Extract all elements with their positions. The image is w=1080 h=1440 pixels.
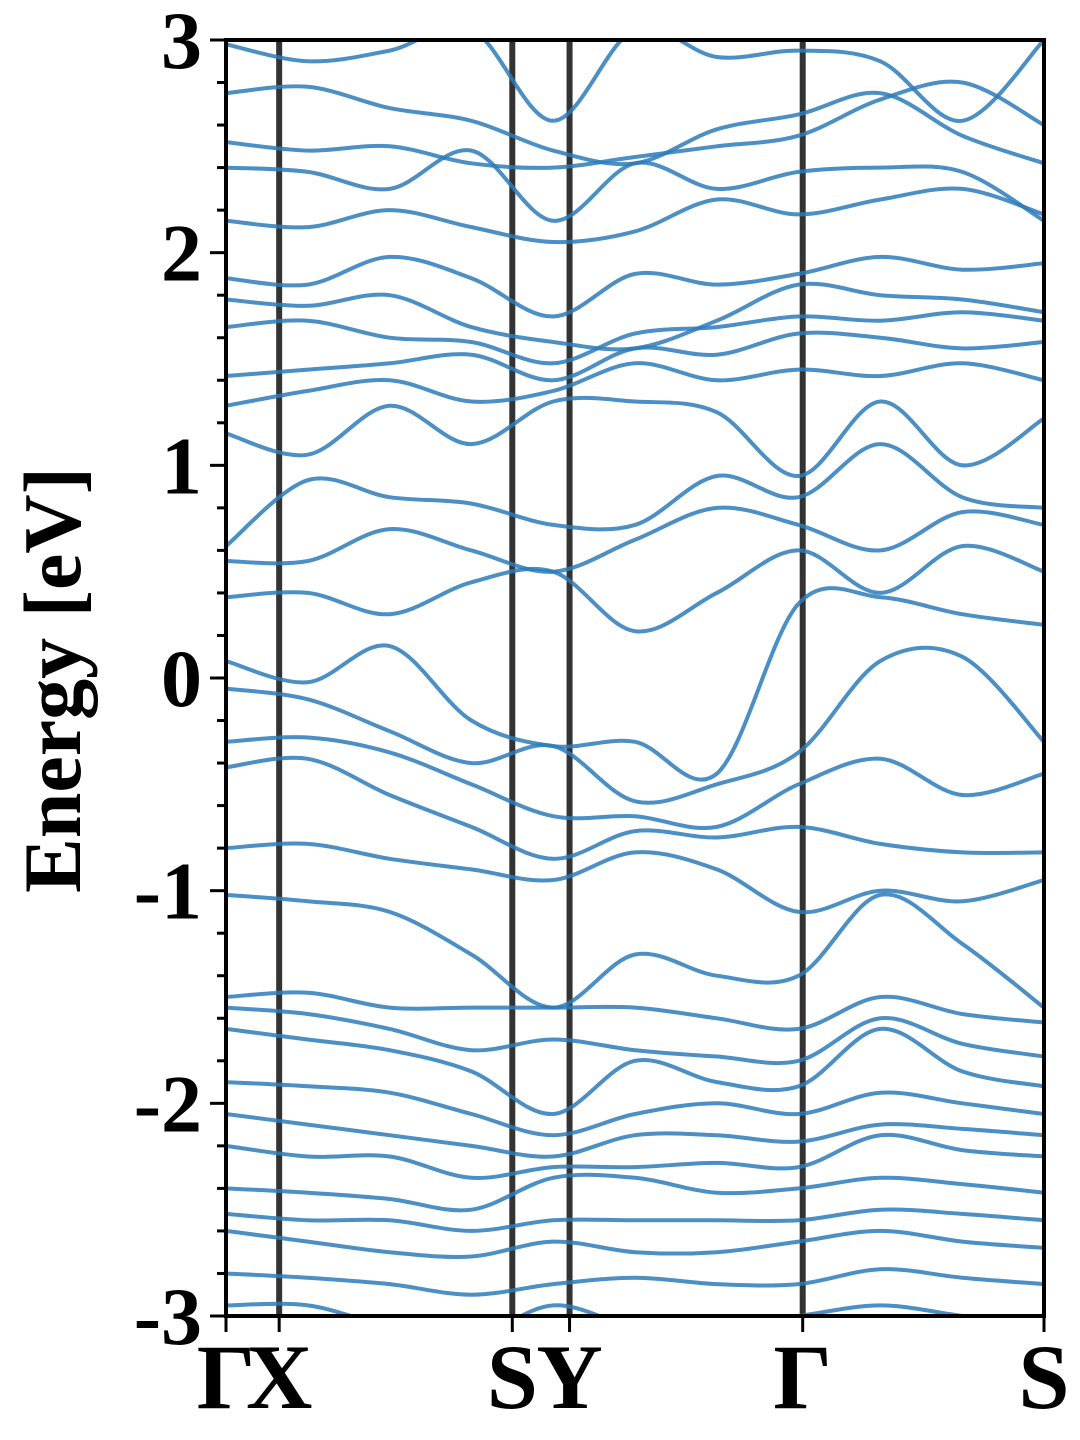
band-line-23: [226, 1080, 1044, 1138]
x-tick-label-4: Γ: [773, 1326, 832, 1428]
band-line-12: [226, 505, 1044, 574]
x-axis-ticks: ΓX SY Γ S: [197, 1316, 1070, 1428]
band-line-27: [226, 1207, 1044, 1233]
band-line-0: [226, 40, 1044, 123]
band-line-9: [226, 361, 1044, 408]
x-tick-label-0: Γ: [197, 1326, 256, 1428]
band-lines: [226, 40, 1044, 1316]
band-line-19: [226, 892, 1044, 1010]
y-axis-ticks: 3 2 1 0 -1 -2 -3: [134, 0, 226, 1362]
band-line-22: [226, 1026, 1044, 1117]
x-tick-label-1: X: [246, 1326, 312, 1428]
x-tick-label-5: S: [1018, 1326, 1069, 1428]
band-line-8: [226, 330, 1044, 383]
y-axis-label: Energy [eV]: [7, 467, 98, 893]
band-line-30: [226, 1301, 978, 1316]
x-tick-label-3: Y: [536, 1326, 602, 1428]
band-line-25: [226, 1132, 1044, 1180]
y-tick-label: -2: [134, 1058, 202, 1149]
band-line-18: [226, 841, 1044, 915]
band-line-15: [226, 645, 1044, 805]
band-line-28: [226, 1228, 1044, 1259]
band-line-16: [226, 735, 1044, 830]
band-line-21: [226, 1005, 1044, 1066]
y-tick-label: 2: [161, 208, 202, 299]
band-line-13: [226, 543, 1044, 634]
band-line-26: [226, 1172, 1044, 1213]
band-line-4: [226, 186, 1044, 245]
y-tick-label: 3: [161, 0, 202, 86]
band-line-11: [226, 442, 1044, 548]
y-tick-label: 1: [161, 420, 202, 511]
x-tick-label-2: S: [487, 1326, 538, 1428]
band-line-5: [226, 254, 1044, 319]
band-line-14: [226, 586, 1044, 782]
k-point-dividers: [276, 40, 806, 1316]
band-line-7: [226, 310, 1044, 366]
band-line-17: [226, 755, 1044, 861]
y-tick-label: -1: [134, 846, 202, 937]
band-line-29: [226, 1267, 1044, 1297]
band-line-24: [226, 1112, 1044, 1159]
band-line-20: [226, 990, 1044, 1032]
y-tick-label: -3: [134, 1271, 202, 1362]
band-line-2: [226, 79, 1044, 170]
y-tick-label: 0: [161, 633, 202, 724]
band-line-3: [226, 148, 1044, 223]
band-line-10: [226, 395, 1044, 479]
